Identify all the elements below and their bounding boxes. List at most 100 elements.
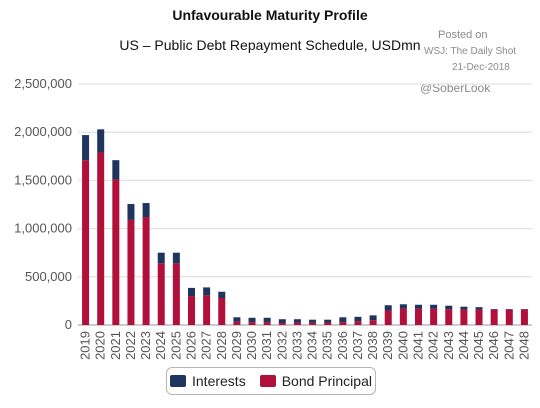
x-tick-label: 2019 <box>78 331 93 360</box>
date-note: 21-Dec-2018 <box>452 62 510 73</box>
posted-note: Posted on <box>438 29 488 41</box>
bar-interests-2031 <box>263 317 271 323</box>
x-tick-label: 2024 <box>153 331 168 360</box>
bar-principal-2031 <box>263 322 271 325</box>
x-tick-label: 2043 <box>441 331 456 360</box>
x-tick-label: 2037 <box>350 331 365 360</box>
x-tick-label: 2034 <box>305 331 320 360</box>
bar-principal-2048 <box>520 309 528 325</box>
x-tick-label: 2028 <box>214 331 229 360</box>
bar-principal-2042 <box>430 308 438 325</box>
bar-principal-2020 <box>97 152 105 325</box>
grid-lines <box>78 83 532 326</box>
legend-swatch-interests <box>170 375 186 387</box>
bar-principal-2045 <box>475 309 483 325</box>
bar-principal-2030 <box>248 322 256 325</box>
x-tick-label: 2036 <box>335 331 350 360</box>
x-tick-label: 2038 <box>365 331 380 360</box>
bar-interests-2043 <box>445 305 453 310</box>
x-tick-label: 2045 <box>471 331 486 360</box>
x-axis-ticks: 2019 2020 2021 2022 2023 2024 2025 2026 2027 2028… <box>78 331 532 360</box>
bar-principal-2024 <box>157 263 165 325</box>
bar-interests-2019 <box>82 135 90 161</box>
bar-principal-2032 <box>278 323 286 325</box>
legend-label-interests: Interests <box>192 373 246 389</box>
chart-subtitle: US – Public Debt Repayment Schedule, USD… <box>119 37 421 53</box>
bar-interests-2029 <box>233 317 241 322</box>
bar-interests-2026 <box>188 287 195 297</box>
x-tick-label: 2041 <box>411 331 426 360</box>
x-tick-label: 2029 <box>229 331 244 360</box>
bar-principal-2035 <box>324 322 332 325</box>
bar-interests-2032 <box>278 319 286 324</box>
bar-principal-2027 <box>203 295 211 325</box>
y-tick-label: 1,000,000 <box>14 221 72 236</box>
x-tick-label: 2022 <box>123 331 138 360</box>
x-tick-label: 2047 <box>501 331 516 360</box>
bar-interests-2020 <box>97 129 105 153</box>
y-tick-label: 500,000 <box>25 269 72 284</box>
bar-interests-2042 <box>430 304 438 309</box>
bar-interests-2035 <box>324 319 332 323</box>
bar-principal-2040 <box>399 308 407 325</box>
bar-principal-2033 <box>293 322 301 325</box>
x-tick-label: 2040 <box>395 331 410 360</box>
x-tick-label: 2035 <box>320 331 335 360</box>
bar-interests-2045 <box>475 307 483 310</box>
bar-interests-2041 <box>415 304 422 309</box>
bar-principal-2047 <box>505 309 513 325</box>
bar-principal-2026 <box>188 296 195 325</box>
legend-item-interests[interactable]: Interests <box>170 373 246 389</box>
x-tick-label: 2021 <box>108 331 123 360</box>
y-tick-label: 2,500,000 <box>14 76 72 91</box>
bar-interests-2039 <box>384 305 392 311</box>
bar-principal-2034 <box>309 322 317 325</box>
y-tick-label: 0 <box>65 317 72 332</box>
bar-interests-2036 <box>339 317 347 323</box>
x-tick-label: 2046 <box>486 331 501 360</box>
bar-principal-2029 <box>233 321 241 325</box>
bar-principal-2036 <box>339 322 347 325</box>
x-tick-label: 2048 <box>516 331 531 360</box>
x-tick-label: 2026 <box>184 331 199 360</box>
bar-interests-2034 <box>309 319 317 323</box>
bar-principal-2043 <box>445 309 453 325</box>
x-tick-label: 2044 <box>456 331 471 360</box>
bar-principal-2028 <box>218 298 226 325</box>
bar-principal-2022 <box>127 219 135 325</box>
bar-interests-2037 <box>354 316 362 322</box>
bar-principal-2044 <box>460 309 468 325</box>
source-note: WSJ: The Daily Shot <box>424 46 517 57</box>
bar-principal-2038 <box>369 320 377 325</box>
bar-principal-2019 <box>82 160 90 325</box>
bar-principal-2037 <box>354 321 362 325</box>
bar-interests-2023 <box>142 203 150 218</box>
chart-title: Unfavourable Maturity Profile <box>172 7 368 23</box>
x-tick-label: 2039 <box>380 331 395 360</box>
legend-label-principal: Bond Principal <box>281 373 372 389</box>
x-tick-label: 2023 <box>138 331 153 360</box>
y-tick-label: 2,000,000 <box>14 124 72 139</box>
bar-interests-2044 <box>460 306 468 310</box>
y-tick-label: 1,500,000 <box>14 172 72 187</box>
bars <box>82 129 528 325</box>
x-tick-label: 2032 <box>274 331 289 360</box>
bar-interests-2027 <box>203 287 211 296</box>
x-tick-label: 2042 <box>426 331 441 360</box>
bar-interests-2022 <box>127 204 135 220</box>
bar-principal-2046 <box>490 309 498 325</box>
legend-swatch-principal <box>259 375 276 387</box>
x-tick-label: 2027 <box>199 331 214 360</box>
bar-principal-2039 <box>384 310 392 325</box>
x-tick-label: 2030 <box>244 331 259 360</box>
bar-interests-2025 <box>172 252 180 264</box>
bar-interests-2038 <box>369 315 377 321</box>
bar-principal-2023 <box>142 217 150 325</box>
bar-interests-2040 <box>399 304 407 309</box>
legend: Interests Bond Principal <box>166 367 376 395</box>
bar-interests-2033 <box>293 319 301 323</box>
bar-principal-2025 <box>172 263 180 325</box>
bar-interests-2030 <box>248 317 256 323</box>
legend-item-principal[interactable]: Bond Principal <box>259 373 372 389</box>
